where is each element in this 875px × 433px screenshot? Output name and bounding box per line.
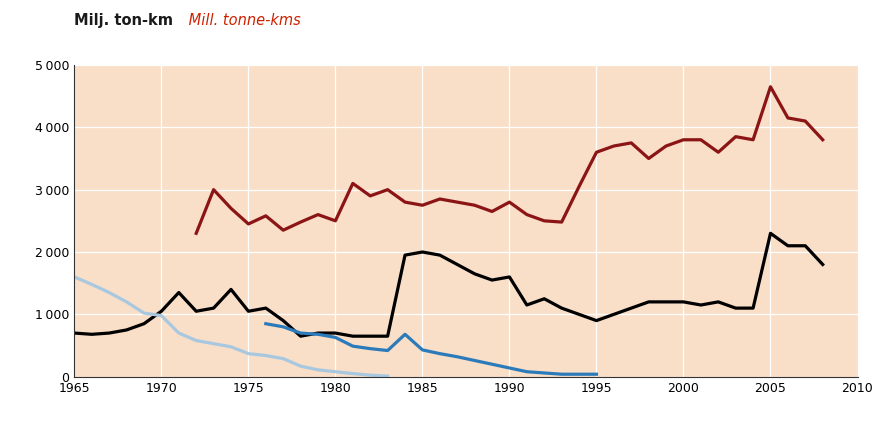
Text: Mill. tonne-kms: Mill. tonne-kms [184,13,300,28]
Text: Milj. ton-km: Milj. ton-km [74,13,173,28]
